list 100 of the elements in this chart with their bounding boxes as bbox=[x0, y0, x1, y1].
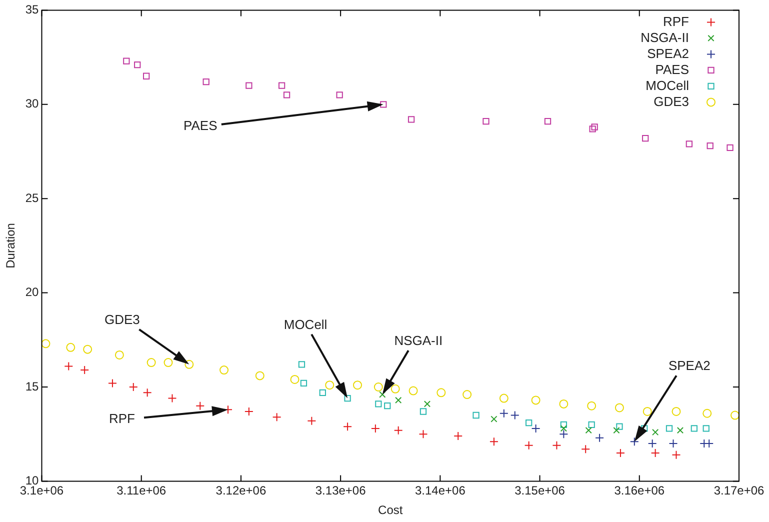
y-tick-label: 25 bbox=[25, 190, 40, 205]
point bbox=[408, 386, 418, 396]
point bbox=[490, 416, 498, 422]
point bbox=[344, 394, 351, 402]
point bbox=[630, 437, 639, 446]
point bbox=[544, 118, 552, 125]
point bbox=[524, 440, 534, 450]
point bbox=[142, 388, 152, 398]
point bbox=[244, 406, 254, 416]
legend-label: NSGA-II bbox=[640, 30, 689, 45]
point bbox=[379, 391, 386, 398]
point bbox=[384, 402, 391, 410]
x-tick-label: 3.16e+06 bbox=[614, 484, 665, 498]
point bbox=[706, 142, 714, 150]
point bbox=[202, 78, 210, 86]
legend-label: GDE3 bbox=[654, 94, 689, 109]
annotation: PAES bbox=[184, 118, 218, 133]
point bbox=[390, 384, 400, 394]
point bbox=[370, 424, 380, 433]
point bbox=[272, 412, 282, 422]
point bbox=[278, 82, 286, 89]
point bbox=[616, 448, 625, 458]
legend-label: MOCell bbox=[646, 78, 690, 93]
point bbox=[672, 406, 681, 416]
point bbox=[581, 444, 590, 454]
point bbox=[587, 401, 596, 410]
annotation: SPEA2 bbox=[668, 358, 710, 374]
point bbox=[595, 433, 604, 442]
point bbox=[290, 374, 300, 384]
point bbox=[114, 350, 124, 360]
annotation: RPF bbox=[109, 411, 136, 426]
x-tick-label: 3.12e+06 bbox=[216, 484, 266, 498]
x-tick-label: 3.17e+06 bbox=[714, 484, 765, 498]
point bbox=[420, 408, 427, 415]
point bbox=[686, 140, 693, 148]
point bbox=[184, 360, 194, 369]
point bbox=[108, 378, 117, 388]
point bbox=[246, 82, 252, 89]
y-axis-title: Duration bbox=[4, 223, 18, 268]
point bbox=[128, 382, 138, 392]
point bbox=[702, 425, 710, 432]
x-tick-label: 3.15e+06 bbox=[514, 484, 566, 498]
point bbox=[462, 390, 472, 400]
point bbox=[80, 366, 90, 375]
point bbox=[702, 408, 712, 418]
point bbox=[220, 366, 229, 375]
point bbox=[319, 389, 326, 396]
point bbox=[585, 427, 592, 434]
point bbox=[134, 62, 141, 68]
point bbox=[472, 412, 480, 419]
point bbox=[343, 422, 352, 432]
point bbox=[499, 394, 508, 403]
legend-label: PAES bbox=[655, 62, 690, 77]
y-tick-label: 15 bbox=[25, 379, 40, 394]
point bbox=[454, 431, 463, 440]
point bbox=[83, 344, 92, 354]
point bbox=[418, 430, 428, 439]
y-tick-label: 35 bbox=[25, 2, 40, 17]
point bbox=[298, 361, 306, 368]
point bbox=[424, 400, 431, 408]
point bbox=[143, 72, 150, 80]
point bbox=[642, 406, 652, 416]
point bbox=[531, 396, 540, 405]
annotation: NSGA-II bbox=[394, 333, 443, 348]
point bbox=[196, 401, 205, 410]
point bbox=[613, 427, 620, 434]
point bbox=[552, 440, 562, 450]
point bbox=[589, 126, 596, 132]
point bbox=[395, 396, 402, 404]
point bbox=[353, 380, 362, 390]
point bbox=[642, 134, 649, 142]
point bbox=[726, 144, 734, 152]
point bbox=[650, 448, 660, 458]
x-tick-label: 3.1e+06 bbox=[20, 484, 64, 498]
point bbox=[676, 427, 684, 434]
legend-label: SPEA2 bbox=[647, 46, 689, 61]
point bbox=[146, 358, 156, 368]
y-tick-label: 20 bbox=[25, 285, 40, 300]
point bbox=[66, 342, 76, 352]
point bbox=[489, 437, 498, 446]
point bbox=[588, 421, 595, 428]
point bbox=[375, 400, 382, 408]
point bbox=[307, 416, 316, 426]
point bbox=[668, 439, 678, 448]
point bbox=[648, 439, 657, 448]
point bbox=[408, 116, 415, 123]
point bbox=[482, 118, 490, 125]
x-tick-label: 3.14e+06 bbox=[414, 484, 466, 498]
x-tick-label: 3.11e+06 bbox=[116, 484, 166, 498]
point bbox=[380, 101, 387, 108]
annotation: GDE3 bbox=[104, 312, 140, 327]
point bbox=[730, 410, 739, 420]
point bbox=[614, 403, 624, 412]
point bbox=[164, 358, 173, 368]
point bbox=[325, 380, 334, 390]
point bbox=[560, 421, 568, 428]
point bbox=[374, 382, 383, 392]
x-tick-label: 3.13e+06 bbox=[315, 484, 366, 498]
point bbox=[336, 92, 343, 98]
point bbox=[499, 408, 508, 418]
